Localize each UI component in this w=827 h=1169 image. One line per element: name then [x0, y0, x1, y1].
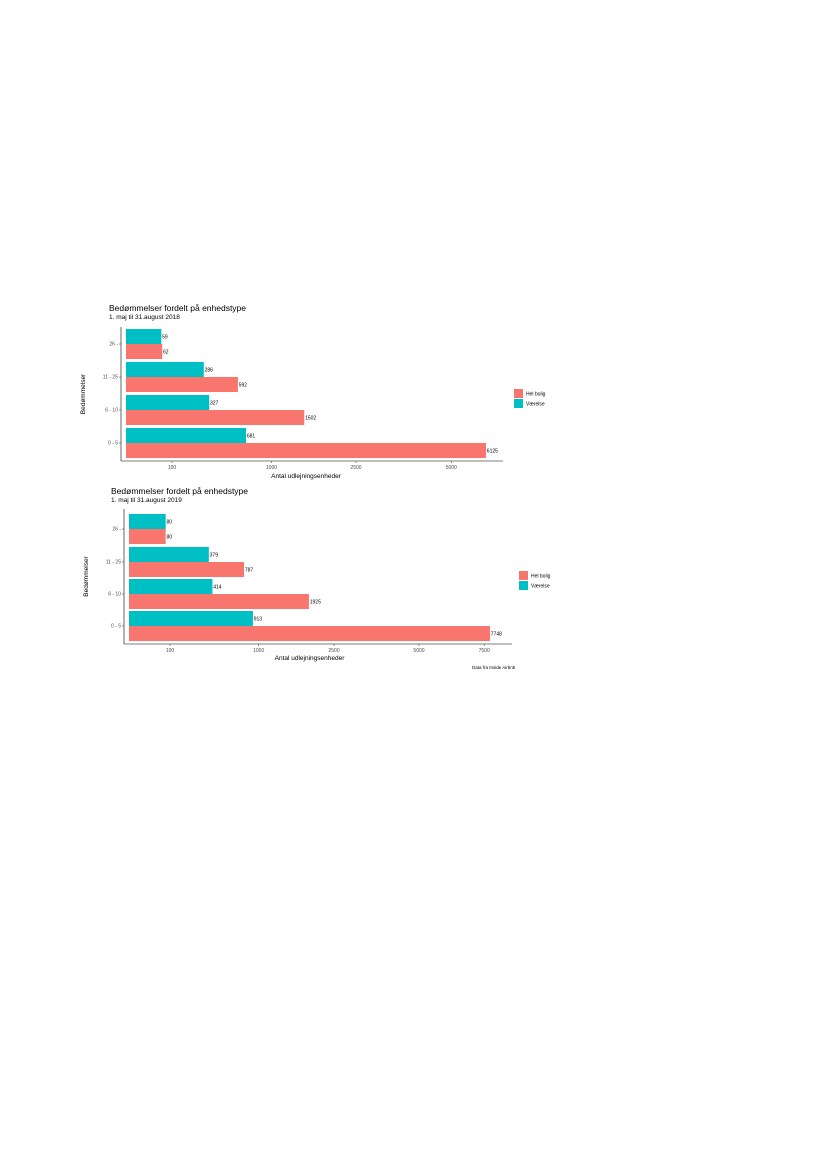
bar [126, 443, 486, 458]
bar [126, 329, 162, 344]
bar [129, 562, 245, 577]
x-tick-label: 5000 [413, 648, 424, 654]
y-axis-label: Bedømmelser [80, 373, 87, 414]
legend-label: Værelse [526, 401, 545, 407]
y-tick-label: 26 - [112, 527, 121, 533]
x-tick-label: 1000 [253, 648, 264, 654]
x-axis-label: Antal udlejningsenheder [275, 655, 346, 662]
data-label: 80 [166, 519, 172, 525]
data-label: 913 [254, 616, 263, 622]
data-label: 1502 [305, 415, 316, 421]
data-label: 787 [245, 567, 254, 573]
x-tick-label: 1000 [266, 465, 277, 471]
y-tick-label: 0 - 5 [111, 624, 121, 630]
bar [129, 529, 166, 544]
chart-subtitle: 1. maj til 31.august 2019 [111, 497, 182, 504]
data-label: 414 [213, 584, 222, 590]
data-label: 6125 [487, 448, 498, 454]
data-label: 286 [205, 367, 214, 373]
chart-caption: Data fra Inside Airbnb [472, 665, 516, 670]
bar [129, 626, 490, 641]
chart-subtitle: 1. maj til 31.august 2018 [109, 314, 180, 321]
y-tick-label: 26 - [109, 342, 118, 348]
data-label: 62 [163, 349, 169, 355]
y-tick-label: 11 - 25 [103, 375, 118, 381]
data-label: 379 [210, 552, 219, 558]
x-tick-label: 2500 [328, 648, 339, 654]
data-label: 1925 [310, 599, 321, 605]
bar [126, 395, 210, 410]
data-label: 592 [239, 382, 248, 388]
legend-label: Hel bolig [531, 573, 551, 579]
bar [126, 377, 238, 392]
bar [129, 579, 213, 594]
x-tick-label: 7500 [479, 648, 490, 654]
y-tick-label: 6 - 10 [108, 592, 121, 598]
y-tick-label: 0 - 5 [108, 441, 118, 447]
y-axis-label: Bedømmelser [83, 555, 90, 596]
data-label: 59 [162, 334, 168, 340]
bar [126, 362, 204, 377]
x-tick-label: 100 [166, 648, 175, 654]
x-tick-label: 5000 [446, 465, 457, 471]
bar [126, 344, 163, 359]
legend-label: Hel bolig [526, 391, 546, 397]
x-tick-label: 100 [168, 465, 177, 471]
bar [129, 514, 166, 529]
x-tick-label: 2500 [350, 465, 361, 471]
bar [129, 594, 309, 609]
data-label: 681 [247, 433, 256, 439]
bar [129, 547, 209, 562]
legend-swatch [514, 399, 523, 408]
legend-swatch [519, 571, 528, 580]
data-label: 327 [210, 400, 219, 406]
legend-swatch [519, 581, 528, 590]
chart-title: Bedømmelser fordelt på enhedstype [109, 303, 247, 313]
chart-title: Bedømmelser fordelt på enhedstype [111, 486, 249, 496]
data-label: 80 [166, 534, 172, 540]
y-tick-label: 6 - 10 [105, 408, 118, 414]
bar [126, 410, 305, 425]
y-tick-label: 11 - 25 [106, 560, 121, 566]
legend-swatch [514, 389, 523, 398]
bar [129, 611, 253, 626]
x-axis-label: Antal udlejningsenheder [271, 473, 342, 480]
legend-label: Værelse [531, 583, 550, 589]
bar [126, 428, 247, 443]
data-label: 7748 [491, 631, 502, 637]
